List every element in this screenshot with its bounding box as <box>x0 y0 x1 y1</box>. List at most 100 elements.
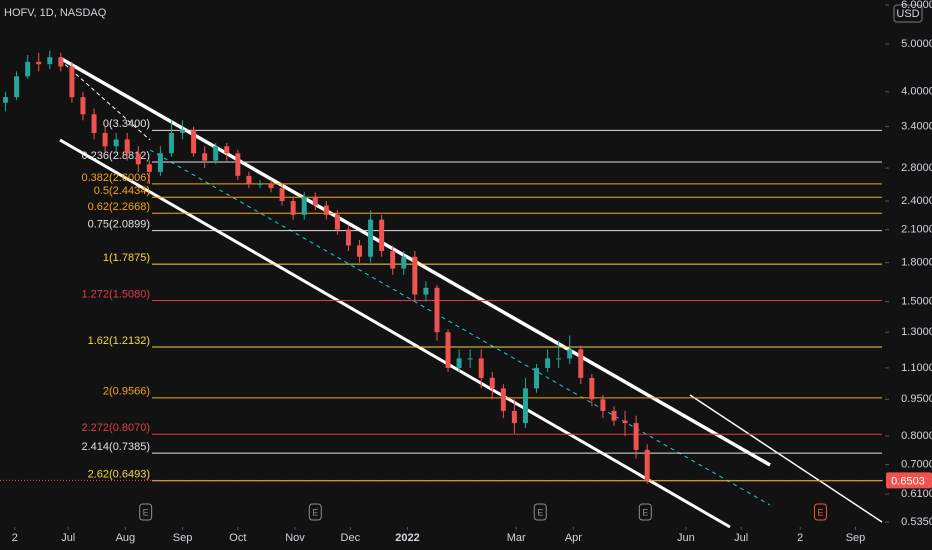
x-tick-label: 2022 <box>395 532 419 544</box>
y-tick-label: 2.1000 <box>901 224 932 236</box>
candle-body <box>279 188 285 202</box>
x-tick-label: Apr <box>565 532 582 544</box>
fib-label: 0(3.3400) <box>103 118 150 130</box>
candle-body <box>91 114 97 133</box>
candle-body <box>412 256 418 295</box>
candle-body <box>224 146 230 154</box>
candle-body <box>644 449 650 481</box>
earnings-marker <box>813 503 827 521</box>
fib-label: 0.62(2.2668) <box>88 201 150 213</box>
candle-body <box>323 205 329 215</box>
candle-body <box>301 196 307 215</box>
earnings-marker <box>308 503 322 521</box>
channel-extension <box>689 394 883 523</box>
y-tick-label: 3.4000 <box>901 120 932 132</box>
y-tick-label: 2.4000 <box>901 195 932 207</box>
fib-label: 2.62(0.6493) <box>88 469 150 481</box>
candle-body <box>578 349 584 378</box>
fib-label: 1.62(1.2132) <box>88 335 150 347</box>
x-tick-label: 2 <box>12 532 18 544</box>
x-tick-label: Sep <box>173 532 193 544</box>
candle-body <box>401 256 407 269</box>
candle-body <box>235 153 241 176</box>
candle-body <box>157 153 163 172</box>
candle-body <box>135 153 141 165</box>
candle-body <box>213 146 219 161</box>
y-tick-label: 0.8000 <box>901 430 932 442</box>
earnings-label: E <box>143 507 149 517</box>
x-tick-label: Jun <box>677 532 695 544</box>
candle-body <box>102 132 108 147</box>
candle-body <box>357 245 363 257</box>
currency: USD <box>896 8 919 20</box>
fib-label: 0.236(2.8812) <box>82 150 151 162</box>
fib-anchor <box>59 59 151 141</box>
currency-box <box>893 4 923 23</box>
y-tick-label: 0.6100 <box>901 488 932 500</box>
fib-label: 2.272(0.8070) <box>82 422 151 434</box>
y-tick-label: 5.0000 <box>901 38 932 50</box>
earnings-label: E <box>312 507 318 517</box>
earnings-marker <box>638 503 652 521</box>
candle-body <box>14 76 20 98</box>
x-tick-label: Mar <box>507 532 526 544</box>
candle-body <box>611 410 617 421</box>
candle-body <box>246 175 252 184</box>
candle-body <box>3 97 9 103</box>
y-tick-label: 2.8000 <box>901 162 932 174</box>
y-tick-label: 1.8000 <box>901 256 932 268</box>
x-tick-label: Sep <box>846 532 866 544</box>
x-tick-label: Nov <box>285 532 305 544</box>
candle-body <box>467 358 473 360</box>
x-tick-label: Aug <box>116 532 136 544</box>
fib-label: 2.414(0.7385) <box>82 441 151 453</box>
candle-body <box>423 287 429 295</box>
candle-body <box>312 196 318 206</box>
y-tick-label: 1.3000 <box>901 326 932 338</box>
candle-body <box>368 219 374 257</box>
candle-body <box>345 229 351 246</box>
chart-title: HOFV, 1D, NASDAQ <box>4 7 107 19</box>
candle-body <box>511 410 517 424</box>
earnings-label: E <box>817 507 823 517</box>
candle-body <box>622 420 628 424</box>
candle-body <box>257 183 263 185</box>
candle-body <box>478 358 484 378</box>
candle-body <box>500 388 506 411</box>
candle-body <box>600 399 606 411</box>
candle-body <box>633 423 639 450</box>
earnings-label: E <box>642 507 648 517</box>
candle-body <box>191 129 197 154</box>
x-tick-label: Jul <box>734 532 748 544</box>
x-tick-label: 2 <box>797 532 803 544</box>
candle-body <box>522 388 528 424</box>
y-tick-label: 4.0000 <box>901 86 932 98</box>
candle-body <box>47 57 53 65</box>
x-tick-label: Oct <box>229 532 246 544</box>
candle-body <box>434 287 440 333</box>
candle-body <box>534 367 540 389</box>
candle-body <box>390 251 396 269</box>
y-tick-label: 1.1000 <box>901 362 932 374</box>
candle-body <box>379 219 385 252</box>
fib-label: 0.75(2.0899) <box>88 219 150 231</box>
y-tick-label: 6.0000 <box>901 0 932 11</box>
candle-body <box>80 97 86 115</box>
channel-mid <box>149 149 771 506</box>
earnings-marker <box>139 503 153 521</box>
fib-label: 1.272(1.5080) <box>82 288 151 300</box>
candle-body <box>180 129 186 133</box>
last-price-tag <box>886 472 932 489</box>
x-tick-label: Jul <box>61 532 75 544</box>
candle-body <box>202 153 208 161</box>
x-tick-label: Dec <box>341 532 361 544</box>
candle-body <box>146 164 152 172</box>
candle-body <box>489 377 495 389</box>
candle-body <box>168 132 174 154</box>
fib-label: 0.382(2.6006) <box>82 172 151 184</box>
fib-label: 0.5(2.4434) <box>94 185 150 197</box>
candle-body <box>69 66 75 98</box>
y-tick-label: 1.5000 <box>901 295 932 307</box>
